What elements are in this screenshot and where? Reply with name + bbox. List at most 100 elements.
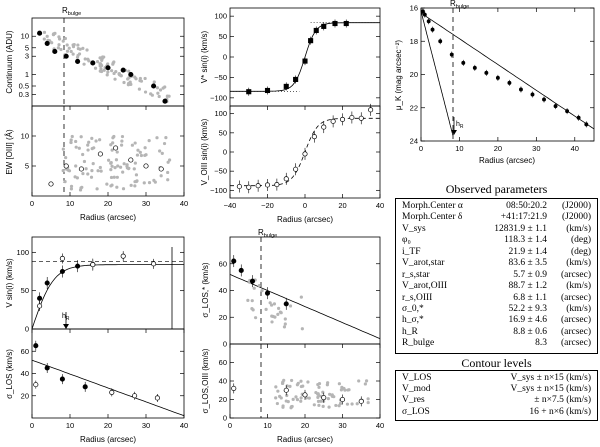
model-curve: [230, 22, 380, 92]
xtick-label: 20: [104, 421, 112, 430]
data-point: [519, 87, 523, 92]
data-point: [236, 183, 242, 190]
param-name: h_σ,*: [402, 315, 424, 326]
contour-row: σ_LOS 16 + n×6 (km/s): [402, 407, 591, 418]
data-point: [426, 19, 431, 24]
data-point: [339, 116, 346, 122]
grey-point: [83, 57, 87, 61]
data-point: [283, 301, 289, 307]
grey-point: [90, 147, 94, 151]
grey-point: [272, 302, 277, 306]
rbulge-label-sigstar: Rbulge: [258, 228, 277, 239]
ytick-label: 100: [16, 248, 29, 257]
grey-point: [149, 92, 153, 96]
grey-point: [111, 141, 115, 145]
xtick-label: 0: [419, 144, 423, 153]
xtick-label: 30: [142, 421, 150, 430]
grey-point: [143, 76, 147, 81]
grey-point: [129, 183, 133, 187]
model-curve: [31, 264, 184, 330]
ytick-label: 10: [21, 32, 29, 41]
param-name: Morph.Center δ: [402, 212, 463, 223]
grey-point: [71, 45, 76, 49]
param-row: h_R 8.8 ± 0.6 (arcsec): [402, 327, 591, 338]
param-name: V_arot,star: [402, 258, 445, 269]
grey-point: [121, 170, 125, 174]
grey-point: [74, 164, 78, 168]
grey-point: [90, 168, 94, 173]
voiii-ylabel: V_OIII sin(i) (km/s): [200, 118, 209, 185]
grey-point: [286, 400, 290, 404]
grey-point: [274, 385, 278, 389]
grey-point: [317, 403, 321, 407]
xtick-label: 30: [142, 199, 150, 208]
grey-point: [158, 88, 163, 92]
grey-point: [67, 46, 71, 50]
panel-ew-oiii: 5 10 0 10 20 30 40 EW [OIII] (Å) Radius (arcse…: [5, 105, 188, 222]
grey-point: [112, 71, 116, 76]
grey-point: [294, 395, 298, 399]
grey-point: [77, 146, 81, 150]
grey-point: [307, 396, 311, 400]
grey-point: [112, 60, 116, 64]
data-point: [37, 30, 43, 36]
data-point: [438, 39, 443, 44]
ew-ylabel: EW [OIII] (Å): [5, 129, 14, 175]
grey-point: [115, 175, 119, 179]
grey-point: [76, 43, 80, 47]
grey-point: [121, 187, 126, 191]
data-point: [430, 27, 435, 32]
grey-point: [257, 283, 261, 288]
data-point: [553, 104, 558, 109]
data-point: [313, 27, 319, 34]
data-point: [422, 12, 427, 17]
data-point: [97, 151, 103, 157]
data-point: [420, 9, 425, 14]
data-point: [449, 52, 454, 57]
grey-point: [166, 178, 170, 182]
grey-point: [98, 69, 102, 73]
param-name: V_arot,OIII: [402, 281, 448, 292]
grey-point: [110, 148, 114, 152]
grey-point: [106, 70, 110, 74]
grey-point: [133, 141, 137, 145]
grey-point: [317, 382, 322, 386]
grey-point: [98, 165, 102, 170]
contour-name: V_LOS: [402, 373, 432, 383]
param-value: 83.6 ± 3.5: [508, 258, 547, 269]
grey-point: [90, 136, 94, 140]
ew-xlabel: Radius (arcsec): [80, 213, 136, 222]
grey-point: [109, 168, 113, 172]
grey-point: [94, 139, 98, 143]
ytick-label: 100: [214, 109, 227, 118]
data-point: [308, 38, 314, 44]
xtick-label: 0: [30, 421, 34, 430]
grey-point: [135, 153, 140, 157]
contour-value: 16 + n×6 (km/s): [529, 406, 591, 417]
grey-point: [366, 400, 370, 405]
rbulge-label: Rbulge: [62, 6, 81, 17]
grey-point: [252, 286, 256, 290]
data-point: [158, 166, 164, 172]
continuum-frame: [31, 17, 185, 107]
grey-point: [102, 55, 106, 59]
data-point: [75, 263, 81, 269]
grey-point: [152, 80, 156, 84]
grey-point: [363, 382, 367, 386]
param-name: R_bulge: [402, 338, 435, 349]
panel-voiii: −100 −50 0 50 100 −40 −20 0 20 40 V_OIII sin(i) (…: [200, 103, 384, 224]
grey-point: [285, 393, 289, 398]
grey-point: [355, 402, 359, 406]
hr-label-mu: hR: [456, 121, 464, 130]
grey-point: [276, 389, 280, 393]
param-unit: (arcsec): [560, 292, 591, 303]
param-value: 12831.9 ± 1.1: [494, 223, 547, 234]
ytick-label: 24: [410, 137, 418, 146]
grey-point: [162, 141, 167, 146]
grey-point: [271, 314, 275, 319]
grey-point: [160, 151, 164, 155]
data-point: [461, 60, 466, 65]
grey-point: [81, 152, 85, 157]
grey-point: [343, 388, 347, 392]
grey-point: [281, 404, 285, 408]
